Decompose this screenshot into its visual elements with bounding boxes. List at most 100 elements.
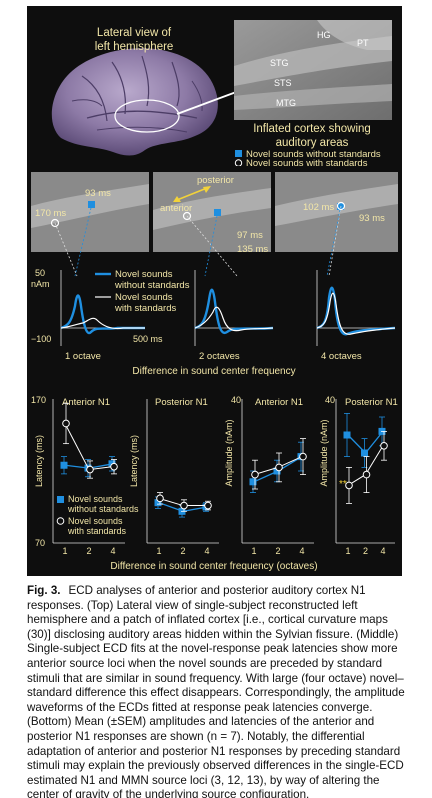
x-tick-label: 1 (156, 546, 161, 556)
waveform-with (60, 317, 145, 330)
data-point (180, 501, 188, 510)
latency-label: 97 ms (237, 230, 263, 241)
amplitude-tick-top: 40 (325, 395, 335, 405)
source-marker-square (88, 201, 95, 208)
legend-square-icon (235, 150, 242, 157)
ylabel-amplitude-2: Amplitude (nAm) (319, 419, 329, 486)
x-tick-label: 4 (204, 546, 209, 556)
hg-label: HG (317, 30, 331, 40)
anterior-label: anterior (160, 203, 192, 214)
lateral-view-title-2: left hemisphere (95, 41, 174, 53)
x-tick-label: 1 (251, 546, 256, 556)
data-point (86, 465, 94, 474)
bottom-panel: Latency (ms) Latency (ms) Amplitude (nAm… (31, 395, 398, 572)
panel-title-4: Posterior N1 (345, 397, 398, 408)
data-point (156, 494, 164, 503)
wave-y-unit: nAm (31, 279, 50, 289)
legend-circle-icon (56, 517, 65, 525)
legend-with-2: with standards (67, 526, 127, 536)
figure-caption: Fig. 3. ECD analyses of anterior and post… (27, 584, 407, 798)
legend-with-1: Novel sounds (68, 516, 123, 526)
data-point (62, 419, 70, 428)
wave-legend-without-2: without standards (114, 280, 190, 291)
data-point (343, 431, 351, 439)
legend-without-1: Novel sounds (68, 494, 123, 504)
direction-arrow-icon (176, 187, 208, 201)
waveform-with (316, 292, 396, 335)
inflated-caption-2: auditory areas (276, 137, 349, 149)
figure-3: Lateral view of left hemisphere HG PT ST… (27, 6, 402, 576)
pt-label: PT (357, 38, 369, 48)
x-tick-label: 2 (275, 546, 280, 556)
legend-without-2: without standards (67, 504, 139, 514)
data-point (345, 481, 353, 490)
top-panel: Lateral view of left hemisphere HG PT ST… (51, 20, 392, 166)
ylabel-latency-2: Latency (ms) (129, 435, 139, 487)
posterior-label: posterior (197, 175, 234, 186)
middle-panel: 93 ms 170 ms 97 ms 135 ms 102 ms 93 ms p… (31, 172, 398, 377)
x-tick-label: 1 (62, 546, 67, 556)
waveform-without (194, 288, 274, 335)
brain-image (51, 48, 218, 156)
latency-tick-top: 170 (31, 395, 46, 405)
data-point (249, 478, 257, 486)
x-tick-label: 4 (110, 546, 115, 556)
data-point (60, 461, 68, 469)
x-tick-label: 2 (86, 546, 91, 556)
bottom-x-title: Difference in sound center frequency (oc… (110, 561, 317, 572)
wave-legend-with-1: Novel sounds (115, 292, 173, 303)
inflated-cortex-image (234, 20, 392, 120)
panel-title-2: Posterior N1 (155, 397, 208, 408)
latency-label: 102 ms (303, 202, 334, 213)
data-point (273, 467, 281, 475)
wave-legend-without-1: Novel sounds (115, 269, 173, 280)
source-marker-circle (336, 201, 346, 211)
latency-label: 135 ms (237, 244, 268, 255)
source-marker-square (214, 209, 221, 216)
wave-y-top: 50 (35, 268, 45, 278)
source-marker-circle (50, 218, 60, 228)
legend-square-icon (57, 496, 64, 503)
inflated-caption-1: Inflated cortex showing (253, 123, 371, 135)
x-tick-label: 4 (299, 546, 304, 556)
x-tick-label: 2 (363, 546, 368, 556)
waveform-without (60, 294, 145, 335)
cortex-patch-3 (275, 172, 398, 252)
ylabel-amplitude-1: Amplitude (nAm) (224, 419, 234, 486)
octave-label-1: 1 octave (65, 351, 101, 362)
latency-tick-bottom: 70 (35, 538, 45, 548)
significance-marker: ** (339, 479, 347, 490)
x-tick-label: 4 (380, 546, 385, 556)
waveform-with (194, 306, 274, 332)
series-line (64, 423, 114, 471)
panel-title-3: Anterior N1 (255, 397, 303, 408)
caption-body: ECD analyses of anterior and posterior a… (27, 584, 405, 798)
data-point (299, 452, 307, 461)
legend-circle-icon (234, 159, 243, 166)
lateral-view-title-1: Lateral view of (97, 27, 172, 39)
amplitude-tick-top: 40 (231, 395, 241, 405)
data-point (362, 470, 371, 479)
data-point (275, 463, 283, 472)
legend-without: Novel sounds without standards (246, 149, 381, 160)
wave-x-time: 500 ms (133, 334, 163, 344)
data-point (251, 470, 259, 479)
data-point (361, 449, 368, 457)
panel-title-1: Anterior N1 (62, 397, 110, 408)
source-marker-square (337, 203, 344, 210)
octave-label-3: 4 octaves (321, 351, 362, 362)
data-point (110, 462, 118, 471)
cortex-patch-2 (153, 172, 271, 252)
caption-lead: Fig. 3. (27, 584, 61, 597)
latency-label: 93 ms (85, 188, 111, 199)
octave-label-2: 2 octaves (199, 351, 240, 362)
legend-with: Novel sounds with standards (246, 158, 368, 166)
data-point (204, 501, 212, 510)
wave-legend-with-2: with standards (114, 303, 177, 314)
x-tick-label: 2 (180, 546, 185, 556)
latency-label: 93 ms (359, 213, 385, 224)
wave-y-bottom: −100 (31, 334, 51, 344)
latency-label: 170 ms (35, 208, 66, 219)
source-marker-circle (182, 211, 192, 221)
mtg-label: MTG (276, 98, 296, 108)
